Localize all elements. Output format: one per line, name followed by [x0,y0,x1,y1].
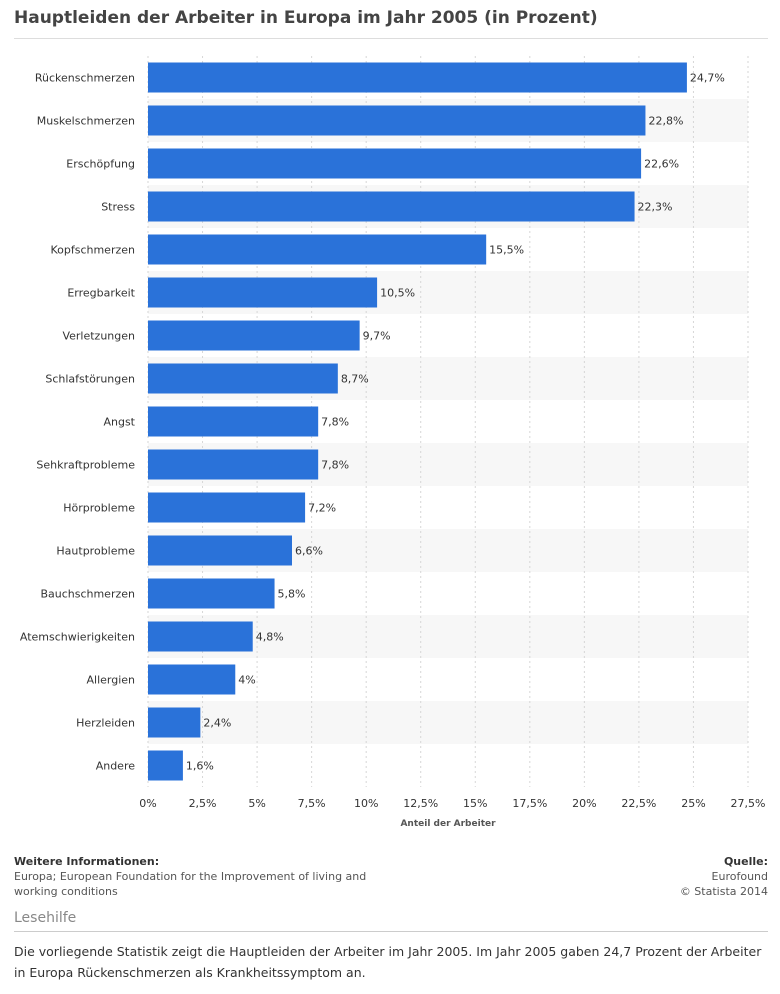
value-label: 10,5% [380,287,415,300]
value-label: 6,6% [295,545,323,558]
category-label: Hautprobleme [56,545,135,558]
help-divider [14,931,768,932]
category-label: Herzleiden [76,717,135,730]
value-label: 5,8% [278,588,306,601]
category-label: Sehkraftprobleme [36,459,135,472]
category-label: Schlafstörungen [45,373,135,386]
x-tick-label: 2,5% [189,797,217,810]
category-label: Andere [96,760,136,773]
x-tick-label: 22,5% [621,797,656,810]
row-band [148,701,748,744]
category-labels: Rückenschmerzen Muskelschmerzen Erschöpfun… [20,72,136,773]
value-label: 2,4% [203,717,231,730]
x-tick-label: 12,5% [403,797,438,810]
category-label: Rückenschmerzen [35,72,135,85]
x-axis-ticks: 0% 2,5% 5% 7,5% 10% 12,5% 15% 17,5% 20% 22,5% 25% 2… [139,797,765,810]
bar [148,492,306,523]
bar [148,105,646,136]
bar-chart: Rückenschmerzen Muskelschmerzen Erschöpfun… [20,56,765,829]
bars [148,62,687,781]
x-tick-label: 20% [572,797,596,810]
category-label: Muskelschmerzen [37,115,135,128]
bar [148,62,687,93]
x-tick-label: 25% [681,797,705,810]
value-label: 7,8% [321,416,349,429]
category-label: Erregbarkeit [67,287,135,300]
further-info-text: Europa; European Foundation for the Impr… [14,870,367,898]
value-label: 22,3% [638,201,673,214]
further-info-heading: Weitere Informationen: [14,855,160,868]
bar [148,750,183,781]
bar [148,191,635,222]
category-label: Allergien [86,674,135,687]
title-divider [14,38,768,39]
value-label: 15,5% [489,244,524,257]
value-label: 9,7% [363,330,391,343]
category-label: Erschöpfung [66,158,135,171]
category-label: Verletzungen [62,330,135,343]
value-label: 4% [238,674,255,687]
category-label: Stress [101,201,135,214]
x-tick-label: 7,5% [298,797,326,810]
source-heading: Quelle: [723,855,768,868]
help-title: Lesehilfe [14,910,77,926]
bar [148,535,292,566]
bar [148,320,360,351]
x-tick-label: 17,5% [512,797,547,810]
chart-title: Hauptleiden der Arbeiter in Europa im Ja… [14,8,598,28]
bar [148,578,275,609]
bar [148,363,338,394]
bar [148,406,319,437]
category-label: Bauchschmerzen [40,588,135,601]
value-label: 7,8% [321,459,349,472]
bar [148,707,201,738]
bar [148,664,236,695]
value-label: 4,8% [256,631,284,644]
bar [148,621,253,652]
further-info: Weitere Informationen: Europa; European … [14,854,394,899]
bar [148,234,487,265]
source-name: Eurofound [711,870,768,883]
value-label: 24,7% [690,72,725,85]
category-label: Atemschwierigkeiten [20,631,135,644]
help-text: Die vorliegende Statistik zeigt die Haup… [14,944,762,980]
x-tick-label: 15% [463,797,487,810]
bar [148,148,642,179]
x-tick-label: 27,5% [731,797,766,810]
value-label: 7,2% [308,502,336,515]
source-copyright: © Statista 2014 [679,885,768,898]
value-label: 8,7% [341,373,369,386]
x-tick-label: 5% [248,797,265,810]
value-label: 22,6% [644,158,679,171]
category-label: Angst [103,416,135,429]
value-labels: 24,7% 22,8% 22,6% 22,3% 15,5% 10,5% 9,7% 8,7% 7,… [186,72,725,773]
x-tick-label: 0% [139,797,156,810]
bar [148,449,319,480]
value-label: 22,8% [648,115,683,128]
category-label: Hörprobleme [63,502,135,515]
category-label: Kopfschmerzen [50,244,135,257]
source-info: Quelle: Eurofound © Statista 2014 [680,854,768,899]
x-tick-label: 10% [354,797,378,810]
bar [148,277,378,308]
value-label: 1,6% [186,760,214,773]
x-axis-title: Anteil der Arbeiter [400,819,496,829]
